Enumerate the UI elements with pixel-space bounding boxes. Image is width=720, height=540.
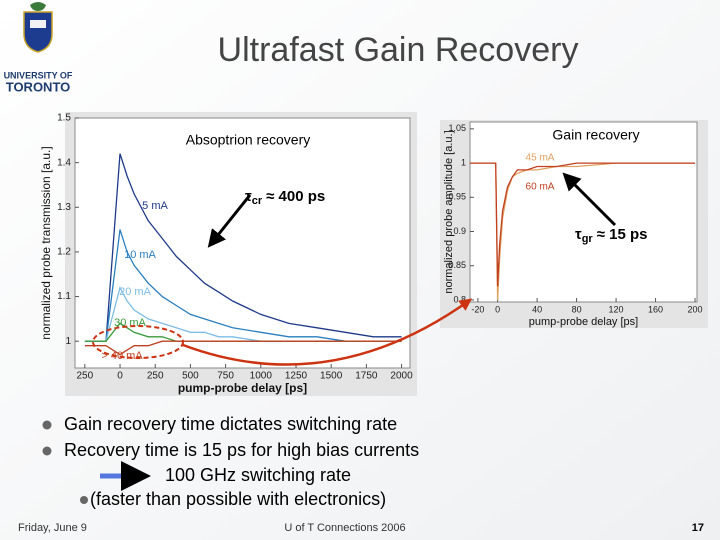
logo: UNIVERSITY OF TORONTO xyxy=(4,2,73,94)
crest-top xyxy=(30,2,46,11)
logo-line1: UNIVERSITY OF xyxy=(4,70,73,80)
plot-area xyxy=(469,121,698,303)
annotation: τgr ≈ 15 ps xyxy=(575,226,647,245)
y-tick-label: 1.05 xyxy=(448,123,466,133)
y-tick-label: 1.4 xyxy=(57,157,71,168)
crest xyxy=(23,11,53,53)
series-label: 60 mA xyxy=(526,182,555,193)
x-tick-label: 250 xyxy=(147,371,164,382)
x-tick-label: 1250 xyxy=(285,371,308,382)
highlight-ellipse xyxy=(92,325,184,359)
y-tick-label: 1.1 xyxy=(57,291,71,302)
chart-title: Gain recovery xyxy=(552,127,639,143)
series-line xyxy=(84,153,402,342)
annotation-arrow xyxy=(562,172,617,227)
bullets: Gain recovery time dictates switching ra… xyxy=(42,414,419,509)
page-number: 17 xyxy=(692,522,704,534)
series-label: 45 mA xyxy=(526,153,555,164)
y-tick-label: 0.85 xyxy=(448,260,466,270)
x-tick-label: 1500 xyxy=(320,371,343,382)
annotation-text: ≈ 15 ps xyxy=(597,226,648,243)
x-tick-label: 500 xyxy=(182,371,199,382)
bullet-text: 100 GHz switching rate xyxy=(165,465,351,485)
x-tick-label: 1000 xyxy=(250,371,273,382)
bullet xyxy=(42,420,52,430)
series-label: 5 mA xyxy=(142,200,168,212)
series-line xyxy=(470,162,695,287)
bullet-text: (faster than possible with electronics) xyxy=(90,489,386,509)
y-axis-label: normalized probe amplitude [a.u.] xyxy=(443,130,455,293)
annotation-arrow xyxy=(207,194,252,248)
y-axis-label: normalized probe transmission [a.u.] xyxy=(39,146,53,339)
y-tick-label: 0.95 xyxy=(448,192,466,202)
x-tick-label: 160 xyxy=(648,304,663,314)
chart-title: Absoptrion recovery xyxy=(186,132,311,148)
annotation-sub: cr xyxy=(252,195,263,207)
footer-date: Friday, June 9 xyxy=(18,522,87,534)
annotation-text: ≈ 400 ps xyxy=(266,188,325,205)
x-tick-label: 120 xyxy=(609,304,624,314)
plot-area xyxy=(74,117,411,369)
logo-line2: TORONTO xyxy=(6,79,71,94)
crest-book xyxy=(30,20,46,28)
x-tick-label: 250 xyxy=(77,371,94,382)
bullet-text: Recovery time is 15 ps for high bias cur… xyxy=(64,440,419,460)
x-tick-label: 750 xyxy=(217,371,234,382)
slide-title: Ultrafast Gain Recovery xyxy=(218,31,579,69)
x-tick-label: 1750 xyxy=(355,371,378,382)
y-tick-label: 1.5 xyxy=(57,113,71,124)
series-label: > 40 mA xyxy=(101,350,143,362)
x-tick-label: 0 xyxy=(117,371,123,382)
x-axis-label: pump-probe delay [ps] xyxy=(529,316,638,328)
bullet xyxy=(80,496,88,504)
x-axis-label: pump-probe delay [ps] xyxy=(178,381,307,395)
x-tick-label: -20 xyxy=(471,304,484,314)
series-line xyxy=(84,229,402,342)
y-tick-label: 0.9 xyxy=(453,226,466,236)
footer-center: U of T Connections 2006 xyxy=(284,522,405,534)
series-line xyxy=(84,340,402,356)
x-tick-label: 0 xyxy=(495,304,500,314)
series-label: 10 mA xyxy=(124,249,156,261)
x-tick-label: 80 xyxy=(572,304,582,314)
x-tick-label: 2000 xyxy=(390,371,413,382)
annotation-symbol: τ xyxy=(575,226,582,243)
x-tick-label: 40 xyxy=(532,304,542,314)
y-tick-label: 1 xyxy=(65,336,71,347)
y-tick-label: 1 xyxy=(461,157,466,167)
series-label: 20 mA xyxy=(119,286,151,298)
y-tick-label: 1.3 xyxy=(57,202,71,213)
annotation-sub: gr xyxy=(582,233,594,245)
bullet xyxy=(42,446,52,456)
link-arrow xyxy=(182,298,473,366)
y-tick-label: 1.2 xyxy=(57,247,71,258)
bullet-text: Gain recovery time dictates switching ra… xyxy=(64,414,397,434)
x-tick-label: 200 xyxy=(688,304,703,314)
